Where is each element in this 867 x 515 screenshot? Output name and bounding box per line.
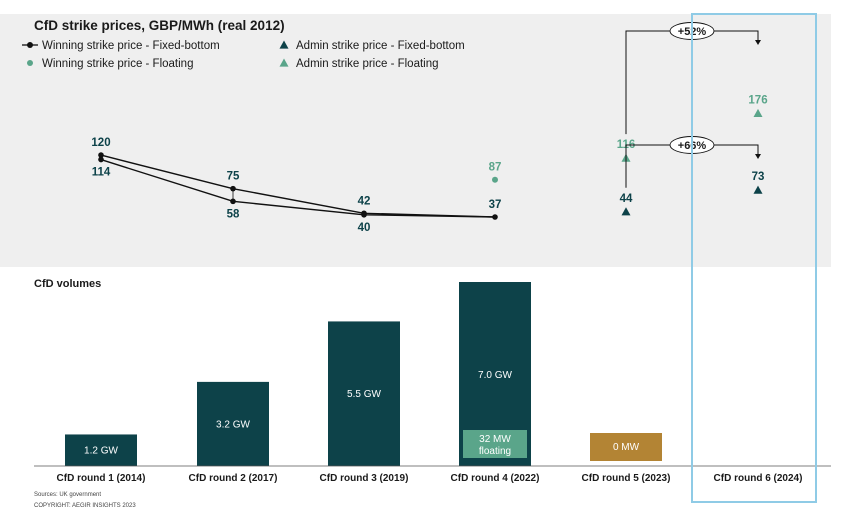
legend-label-2: Admin strike price - Fixed-bottom [296, 40, 465, 52]
volume-bar-2 [328, 321, 400, 466]
price-point-s1-0 [98, 156, 104, 163]
price-point-s4-5 [753, 108, 763, 117]
volume-bar-4 [590, 433, 662, 461]
legend-label-3: Admin strike price - Floating [296, 58, 439, 70]
price-point-s1-2 [361, 211, 367, 218]
category-label-2: CfD round 3 (2019) [320, 473, 409, 484]
volume-bar-1 [197, 381, 269, 466]
category-label-1: CfD round 2 (2017) [189, 473, 278, 484]
legend-marker-0 [27, 42, 33, 48]
price-label-s1-0: 114 [92, 167, 111, 179]
change-arrowhead-1 [755, 154, 761, 159]
floating-volume-box [463, 430, 527, 458]
copyright-note: COPYRIGHT: AEGIR INSIGHTS 2023 [34, 503, 136, 509]
line-fixed-bottom-upper [100, 154, 496, 218]
category-label-4: CfD round 5 (2023) [582, 473, 671, 484]
volume-bars: 1.2 GW 3.2 GW 5.5 GW 7.0 GW 0 MW 32 MWfloatin… [65, 282, 662, 466]
volume-bar-0 [65, 434, 137, 466]
floating-volume-label-2: floating [479, 446, 511, 457]
volume-label-0: 1.2 GW [84, 446, 118, 457]
price-label-s0-2: 42 [358, 195, 371, 207]
change-arrowhead-0 [755, 40, 761, 45]
chart-title: CfD strike prices, GBP/MWh (real 2012) [34, 18, 285, 33]
price-point-s1-1 [230, 198, 236, 205]
price-label-s3-5: 73 [752, 171, 765, 183]
price-label-s0-0: 120 [91, 137, 110, 149]
legend-label-1: Winning strike price - Floating [42, 58, 193, 70]
floating-volume-label-1: 32 MW [479, 434, 511, 445]
legend-label-0: Winning strike price - Fixed-bottom [42, 40, 220, 52]
category-labels: CfD round 1 (2014) CfD round 2 (2017) CfD … [57, 473, 803, 484]
legend: Winning strike price - Fixed-bottom Winni… [22, 40, 465, 70]
category-label-3: CfD round 4 (2022) [451, 473, 540, 484]
category-label-0: CfD round 1 (2014) [57, 473, 146, 484]
price-label-s4-5: 176 [748, 94, 767, 106]
price-point-s3-5 [753, 185, 763, 194]
legend-marker-1 [27, 60, 33, 66]
volume-label-4: 0 MW [613, 442, 640, 453]
volumes-title: CfD volumes [34, 278, 101, 290]
price-label-s2-3: 87 [489, 162, 502, 174]
round-6-highlight [691, 13, 817, 503]
category-label-5: CfD round 6 (2024) [714, 473, 803, 484]
price-label-s1-1: 58 [227, 208, 240, 220]
legend-marker-3 [279, 58, 289, 67]
price-point-s0-3 [492, 214, 498, 220]
volume-label-1: 3.2 GW [216, 419, 250, 430]
volume-label-2: 5.5 GW [347, 389, 381, 400]
price-label-s3-4: 44 [620, 193, 633, 205]
price-label-s0-3: 37 [489, 199, 502, 211]
line-fixed-bottom-lower [100, 158, 496, 218]
volume-label-3: 7.0 GW [478, 370, 512, 381]
price-point-s2-3 [492, 176, 498, 183]
price-label-s1-2: 40 [358, 222, 371, 234]
price-point-s3-4 [621, 207, 631, 216]
price-point-s0-0 [98, 152, 104, 158]
price-point-s0-1 [230, 185, 236, 192]
price-label-s0-1: 75 [227, 171, 240, 183]
legend-marker-2 [279, 40, 289, 49]
sources-note: Sources: UK government [34, 492, 101, 498]
